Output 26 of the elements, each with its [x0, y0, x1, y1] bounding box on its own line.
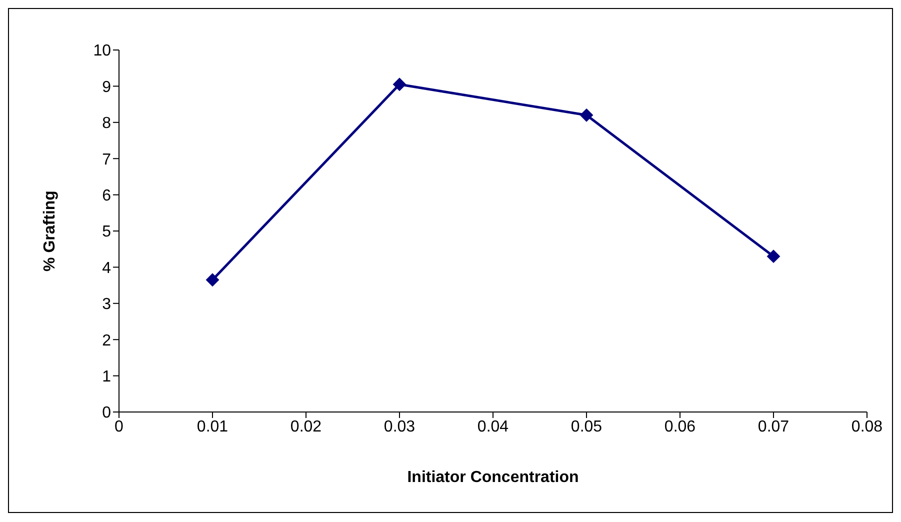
x-tick-label: 0.08 — [851, 418, 883, 436]
y-tick-label: 3 — [102, 296, 112, 314]
x-tick-label: 0.03 — [384, 418, 416, 436]
y-tick-label: 4 — [102, 260, 112, 277]
y-tick-label: 0 — [102, 404, 112, 422]
point — [767, 250, 780, 263]
x-tick-label: 0.07 — [758, 418, 790, 436]
y-axis-title: % Grafting — [42, 190, 59, 272]
x-tick-label: 0 — [114, 418, 124, 436]
x-tick-label: 0.05 — [570, 418, 602, 436]
y-tick-label: 8 — [102, 115, 112, 132]
y-tick-label: 7 — [102, 151, 112, 168]
y-tick-label: 10 — [93, 42, 112, 60]
y-tick-label: 6 — [102, 187, 112, 204]
x-tick-label: 0.02 — [290, 418, 322, 436]
x-axis-title: Initiator Concentration — [407, 469, 579, 486]
y-tick-label: 9 — [102, 78, 112, 96]
x-tick-label: 0.06 — [664, 418, 696, 436]
point — [206, 273, 219, 286]
x-tick-label: 0.01 — [196, 418, 228, 436]
point — [580, 108, 593, 122]
y-tick-label: 1 — [102, 368, 112, 386]
y-tick-label: 2 — [102, 332, 112, 350]
x-tick-label: 0.04 — [477, 418, 509, 436]
y-tick-label: 5 — [102, 224, 112, 241]
point — [393, 78, 406, 91]
